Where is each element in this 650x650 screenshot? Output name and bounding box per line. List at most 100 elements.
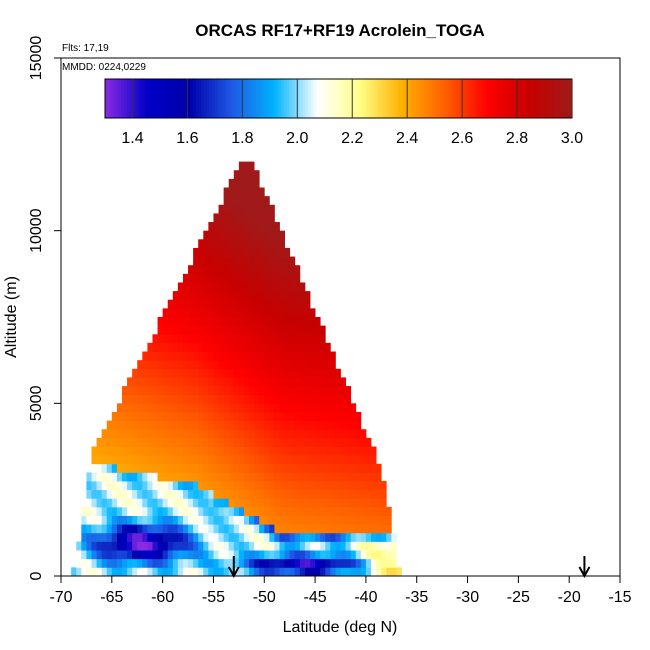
heat-cell bbox=[254, 317, 260, 327]
heat-cell bbox=[386, 550, 392, 560]
heat-cell bbox=[304, 429, 311, 439]
heat-cell bbox=[142, 532, 148, 542]
heat-cell bbox=[167, 420, 174, 430]
heat-cell bbox=[264, 524, 270, 534]
heat-cell bbox=[111, 463, 118, 473]
heat-cell bbox=[228, 446, 235, 456]
heat-cell bbox=[132, 489, 138, 499]
colorbar-swatch bbox=[517, 79, 521, 118]
heat-cell bbox=[157, 420, 164, 430]
heat-cell bbox=[310, 446, 316, 456]
heat-cell bbox=[259, 558, 265, 568]
heat-cell bbox=[243, 446, 250, 456]
colorbar-swatch bbox=[409, 79, 414, 118]
heat-cell bbox=[340, 567, 346, 577]
heat-cell bbox=[340, 403, 346, 413]
heat-cell bbox=[340, 489, 346, 499]
colorbar-swatch bbox=[179, 79, 183, 118]
heat-cell bbox=[208, 282, 214, 292]
heat-cell bbox=[218, 325, 225, 335]
heat-cell bbox=[127, 429, 133, 439]
heat-cell bbox=[106, 446, 113, 456]
heat-cell bbox=[137, 506, 143, 516]
heat-cell bbox=[284, 498, 291, 508]
heat-cell bbox=[223, 515, 230, 525]
heat-cell bbox=[238, 230, 245, 240]
heat-cell bbox=[167, 360, 174, 370]
heat-cell bbox=[167, 368, 174, 378]
heat-cell bbox=[218, 420, 225, 430]
heat-cell bbox=[132, 541, 138, 551]
heat-cell bbox=[259, 403, 265, 413]
heat-cell bbox=[335, 411, 341, 421]
heat-cell bbox=[294, 291, 301, 301]
heat-cell bbox=[182, 394, 189, 404]
heat-cell bbox=[203, 282, 209, 292]
heat-cell bbox=[274, 446, 280, 456]
heat-cell bbox=[106, 532, 113, 542]
heat-cell bbox=[233, 437, 240, 447]
heat-cell bbox=[279, 239, 285, 249]
heat-cell bbox=[370, 498, 377, 508]
heat-cell bbox=[233, 489, 240, 499]
colorbar-swatch bbox=[225, 79, 230, 118]
heat-cell bbox=[254, 472, 260, 482]
heat-cell bbox=[177, 567, 184, 577]
heat-cell bbox=[289, 325, 296, 335]
heat-cell bbox=[279, 550, 285, 560]
heat-cell bbox=[116, 403, 123, 413]
heat-cell bbox=[213, 308, 219, 318]
heat-cell bbox=[121, 558, 128, 568]
heat-cell bbox=[294, 489, 301, 499]
heat-cell bbox=[381, 481, 387, 491]
heat-cell bbox=[167, 342, 174, 352]
heat-cell bbox=[162, 429, 169, 439]
heat-cell bbox=[157, 472, 164, 482]
heat-cell bbox=[249, 472, 255, 482]
heat-cell bbox=[233, 325, 240, 335]
heat-cell bbox=[228, 386, 235, 396]
heat-cell bbox=[132, 515, 138, 525]
heat-cell bbox=[325, 446, 331, 456]
heat-cell bbox=[350, 498, 357, 508]
heat-cell bbox=[238, 472, 245, 482]
heat-cell bbox=[386, 515, 392, 525]
colorbar-swatch bbox=[289, 79, 293, 118]
heat-cell bbox=[121, 394, 128, 404]
heat-cell bbox=[325, 498, 331, 508]
heat-cell bbox=[254, 360, 260, 370]
heat-cell bbox=[315, 506, 321, 516]
heat-cell bbox=[299, 317, 306, 327]
heat-cell bbox=[233, 170, 240, 180]
colorbar-swatch bbox=[382, 79, 386, 118]
heat-cell bbox=[238, 308, 245, 318]
heat-cell bbox=[299, 455, 306, 465]
heat-cell bbox=[365, 532, 372, 542]
heat-cell bbox=[213, 506, 219, 516]
heat-cell bbox=[218, 256, 225, 266]
heat-cell bbox=[182, 455, 189, 465]
colorbar-swatch bbox=[272, 79, 276, 118]
heat-cell bbox=[188, 532, 194, 542]
heat-cell bbox=[142, 437, 148, 447]
heat-cell bbox=[208, 532, 214, 542]
heat-cell bbox=[223, 368, 230, 378]
heat-cell bbox=[147, 446, 153, 456]
colorbar-swatch bbox=[533, 79, 537, 118]
heat-cell bbox=[269, 247, 275, 257]
heat-cell bbox=[269, 558, 275, 568]
heat-cell bbox=[167, 455, 174, 465]
colorbar-swatch bbox=[330, 79, 334, 118]
heat-cell bbox=[177, 437, 184, 447]
colorbar-swatch bbox=[393, 79, 397, 118]
heat-cell bbox=[203, 403, 209, 413]
heat-cell bbox=[320, 342, 326, 352]
heat-cell bbox=[365, 437, 372, 447]
heat-cell bbox=[320, 489, 326, 499]
heat-cell bbox=[350, 558, 357, 568]
heat-cell bbox=[162, 403, 169, 413]
heat-cell bbox=[223, 455, 230, 465]
heat-cell bbox=[315, 325, 321, 335]
heat-cell bbox=[127, 541, 133, 551]
heat-cell bbox=[137, 394, 143, 404]
